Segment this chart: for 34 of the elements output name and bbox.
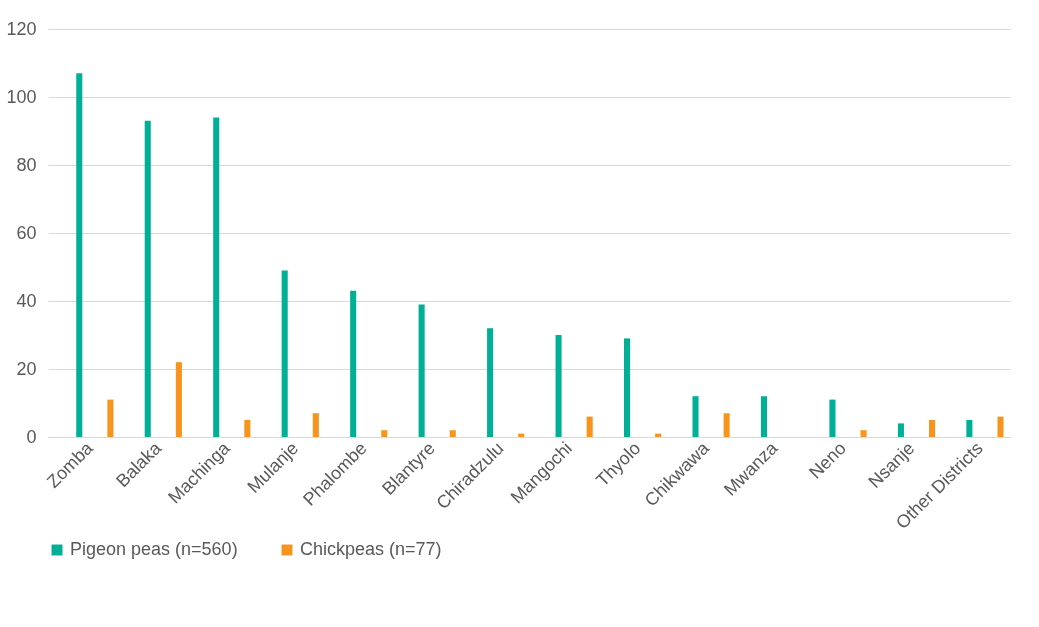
legend-label: Chickpeas (n=77): [300, 539, 442, 559]
y-tick-label: 60: [16, 222, 37, 243]
legend-label: Pigeon peas (n=560): [70, 539, 238, 559]
bar: [692, 396, 699, 437]
bar: [829, 399, 836, 437]
bar: [555, 335, 562, 437]
bar: [449, 430, 456, 437]
bar: [860, 430, 867, 437]
y-tick-label: 0: [26, 426, 37, 447]
bar: [586, 416, 593, 437]
bar: [929, 420, 936, 437]
bar: [312, 413, 319, 437]
bar: [175, 362, 182, 437]
bar: [760, 396, 768, 437]
bar: [487, 328, 494, 437]
bar: [624, 338, 631, 437]
bar: [381, 430, 388, 437]
bar: [213, 117, 220, 437]
bar: [723, 413, 730, 437]
bar: [966, 420, 973, 437]
bar: [107, 399, 114, 437]
y-tick-label: 80: [16, 154, 37, 175]
y-tick-label: 20: [16, 358, 37, 379]
bar: [244, 420, 251, 437]
bar: [76, 73, 83, 437]
bar: [418, 304, 425, 437]
bar: [144, 120, 151, 437]
bar: [350, 290, 357, 437]
y-tick-label: 100: [6, 86, 37, 107]
bar: [997, 416, 1004, 437]
bar: [281, 270, 288, 437]
bar: [897, 423, 904, 437]
y-tick-label: 40: [16, 290, 37, 311]
y-tick-label: 120: [6, 18, 37, 39]
